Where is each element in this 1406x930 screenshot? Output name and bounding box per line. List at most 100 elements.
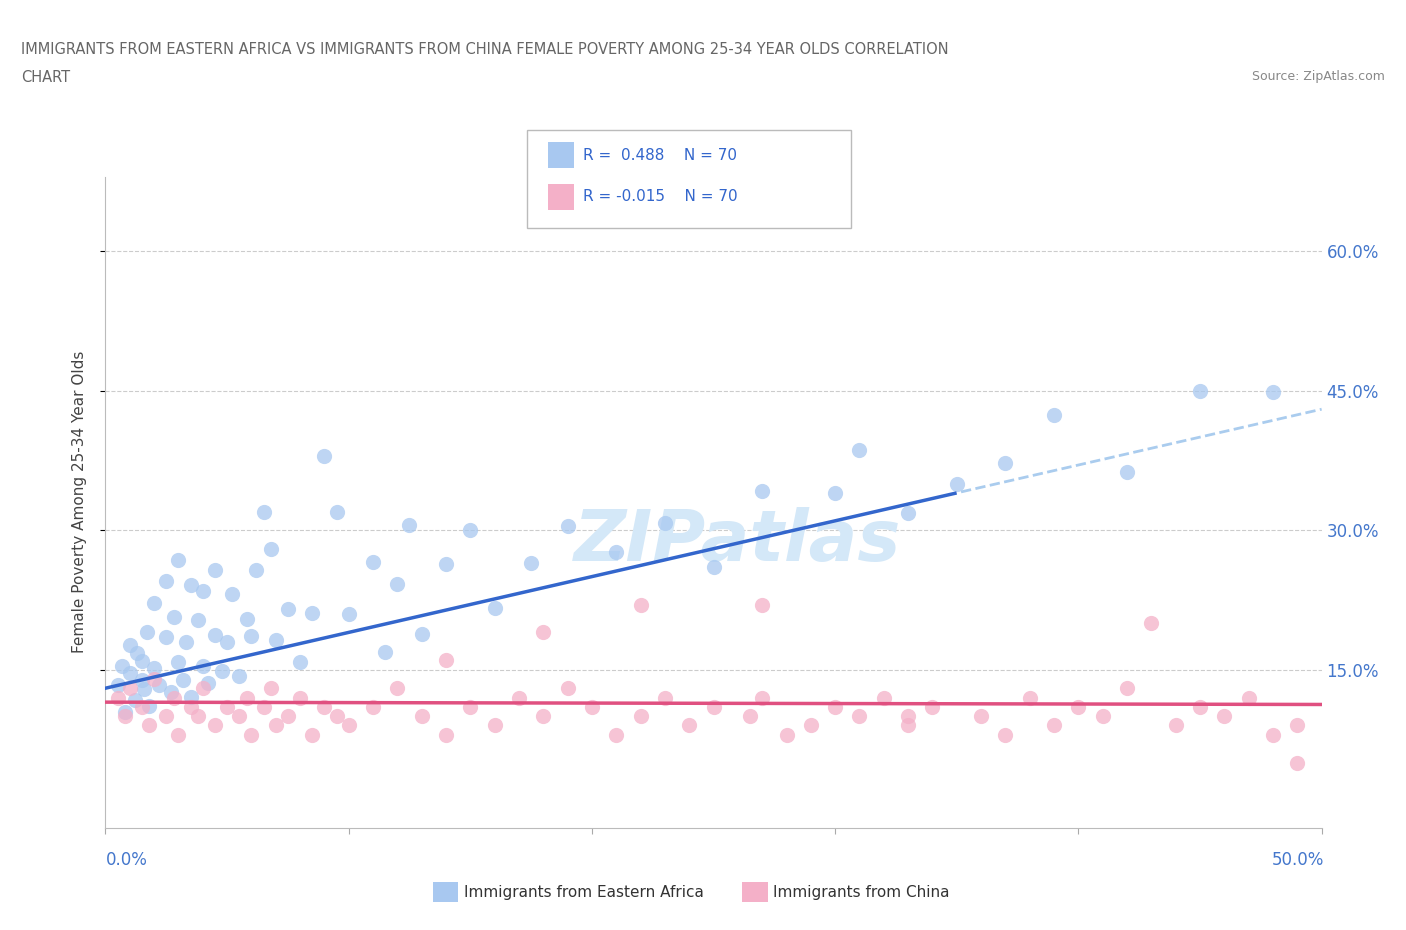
Point bbox=[277, 709, 299, 724]
Point bbox=[630, 597, 652, 612]
Point bbox=[387, 681, 409, 696]
Point bbox=[738, 709, 761, 724]
Point bbox=[531, 625, 554, 640]
Point bbox=[167, 655, 190, 670]
Point bbox=[361, 699, 384, 714]
Point bbox=[204, 718, 226, 733]
Point bbox=[314, 699, 336, 714]
Point bbox=[897, 709, 920, 724]
Point bbox=[1189, 383, 1212, 398]
Point bbox=[434, 653, 457, 668]
Point bbox=[1043, 718, 1066, 733]
Point bbox=[114, 709, 136, 724]
Point bbox=[1116, 681, 1139, 696]
Point bbox=[411, 709, 433, 724]
Point bbox=[204, 563, 226, 578]
Point bbox=[702, 560, 725, 575]
Point bbox=[434, 727, 457, 742]
Point bbox=[387, 577, 409, 591]
Y-axis label: Female Poverty Among 25-34 Year Olds: Female Poverty Among 25-34 Year Olds bbox=[72, 351, 87, 654]
Point bbox=[131, 699, 153, 714]
Point bbox=[751, 690, 773, 705]
Point bbox=[217, 699, 239, 714]
Point bbox=[1164, 718, 1187, 733]
Point bbox=[458, 523, 481, 538]
Point bbox=[288, 655, 311, 670]
Point bbox=[228, 709, 250, 724]
Point bbox=[118, 638, 141, 653]
Point bbox=[1043, 407, 1066, 422]
Point bbox=[484, 718, 506, 733]
Point bbox=[411, 627, 433, 642]
Point bbox=[240, 727, 263, 742]
Point bbox=[824, 485, 846, 500]
Point bbox=[217, 634, 239, 649]
Text: R = -0.015    N = 70: R = -0.015 N = 70 bbox=[583, 190, 738, 205]
Point bbox=[398, 518, 420, 533]
Point bbox=[125, 645, 148, 660]
Point bbox=[1018, 690, 1040, 705]
Point bbox=[155, 574, 177, 589]
Point bbox=[143, 595, 166, 610]
Point bbox=[1286, 755, 1309, 770]
Point bbox=[135, 625, 157, 640]
Point bbox=[143, 660, 166, 675]
Point bbox=[204, 628, 226, 643]
Point bbox=[800, 718, 823, 733]
Point bbox=[134, 681, 156, 696]
Point bbox=[131, 654, 153, 669]
Point bbox=[702, 699, 725, 714]
Point bbox=[1140, 616, 1163, 631]
Point bbox=[160, 684, 183, 699]
Point bbox=[187, 709, 209, 724]
Text: R =  0.488    N = 70: R = 0.488 N = 70 bbox=[583, 148, 738, 163]
Point bbox=[211, 663, 233, 678]
Point bbox=[235, 690, 257, 705]
Point bbox=[180, 699, 202, 714]
Text: ZIPatlas: ZIPatlas bbox=[574, 507, 901, 576]
Point bbox=[301, 727, 323, 742]
Point bbox=[1261, 727, 1284, 742]
Point bbox=[148, 678, 170, 693]
Point bbox=[557, 519, 579, 534]
Text: 0.0%: 0.0% bbox=[105, 851, 148, 870]
Point bbox=[374, 644, 396, 659]
Text: 50.0%: 50.0% bbox=[1272, 851, 1324, 870]
Point bbox=[1213, 709, 1236, 724]
Point bbox=[187, 613, 209, 628]
Point bbox=[260, 541, 283, 556]
Point bbox=[191, 584, 214, 599]
Point bbox=[605, 545, 627, 560]
Point bbox=[180, 689, 202, 704]
Point bbox=[118, 666, 141, 681]
Point bbox=[848, 443, 870, 458]
Point bbox=[337, 606, 360, 621]
Point bbox=[775, 727, 797, 742]
Point bbox=[921, 699, 943, 714]
Point bbox=[277, 602, 299, 617]
Point bbox=[873, 690, 896, 705]
Point bbox=[994, 456, 1017, 471]
Point bbox=[314, 448, 336, 463]
Point bbox=[172, 672, 194, 687]
Point bbox=[557, 681, 579, 696]
Text: IMMIGRANTS FROM EASTERN AFRICA VS IMMIGRANTS FROM CHINA FEMALE POVERTY AMONG 25-: IMMIGRANTS FROM EASTERN AFRICA VS IMMIGR… bbox=[21, 42, 949, 57]
Point bbox=[520, 555, 543, 570]
Point bbox=[155, 630, 177, 644]
Point bbox=[180, 578, 202, 592]
Point bbox=[751, 484, 773, 498]
Point bbox=[191, 658, 214, 673]
Point bbox=[167, 552, 190, 567]
Point bbox=[1237, 690, 1260, 705]
Point bbox=[484, 601, 506, 616]
Point bbox=[531, 709, 554, 724]
Point bbox=[167, 727, 190, 742]
Point bbox=[434, 556, 457, 571]
Point bbox=[228, 669, 250, 684]
Point bbox=[191, 681, 214, 696]
Point bbox=[264, 632, 287, 647]
Point bbox=[235, 611, 257, 626]
Text: Immigrants from Eastern Africa: Immigrants from Eastern Africa bbox=[464, 885, 704, 900]
Point bbox=[114, 704, 136, 719]
Point bbox=[288, 690, 311, 705]
